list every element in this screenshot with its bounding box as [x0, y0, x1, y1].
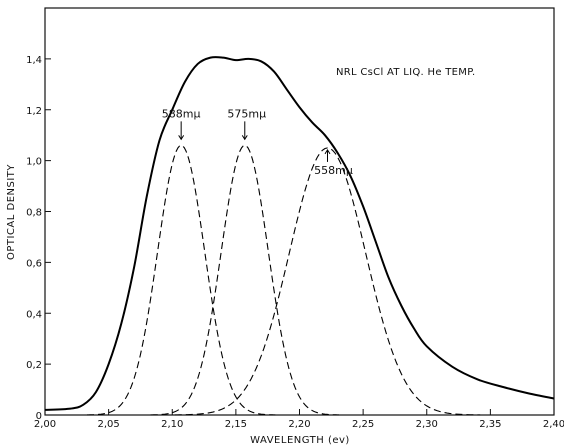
peak-label: 558mμ	[314, 164, 353, 177]
y-tick-label: 0,6	[26, 258, 42, 269]
x-tick-label: 2,00	[34, 419, 56, 430]
y-tick-label: 0,4	[26, 309, 42, 320]
peak-label: 575mμ	[227, 107, 266, 120]
total-absorption-curve	[44, 56, 555, 411]
x-tick-label: 2,25	[352, 419, 374, 430]
gaussian-component-1	[86, 144, 276, 416]
y-axis-label: OPTICAL DENSITY	[6, 164, 17, 260]
y-tick-label: 0,8	[26, 208, 42, 219]
peak-annotations: 588mμ 575mμ 558mμ	[162, 107, 353, 177]
x-tick-label: 2,20	[288, 419, 310, 430]
series-curves	[44, 56, 555, 416]
gaussian-component-2	[150, 144, 339, 416]
gaussian-component-3	[174, 147, 481, 416]
x-tick-label: 2,15	[225, 419, 247, 430]
peak-arrowhead	[324, 148, 331, 155]
y-tick-label: 0	[36, 411, 42, 422]
x-tick-label: 2,40	[543, 419, 564, 430]
x-tick-label: 2,35	[479, 419, 501, 430]
y-tick-label: 0,2	[26, 360, 42, 371]
peak-label: 588mμ	[162, 107, 201, 120]
x-tick-label: 2,30	[416, 419, 438, 430]
y-tick-label: 1,2	[26, 106, 42, 117]
chart-title: NRL CsCl AT LIQ. He TEMP.	[336, 67, 475, 78]
y-tick-label: 1,0	[26, 157, 42, 168]
axis-tick-labels: 2,00 2,05 2,10 2,15 2,20 2,25 2,30 2,35 2,40 0 0,2…	[26, 55, 564, 430]
x-axis-label: WAVELENGTH (ev)	[250, 435, 350, 446]
peak-arrowhead	[178, 135, 185, 141]
peak-arrowhead	[241, 135, 248, 141]
y-tick-label: 1,4	[26, 55, 42, 66]
axis-ticks	[44, 58, 555, 416]
x-tick-label: 2,05	[97, 419, 119, 430]
x-tick-label: 2,10	[161, 419, 183, 430]
